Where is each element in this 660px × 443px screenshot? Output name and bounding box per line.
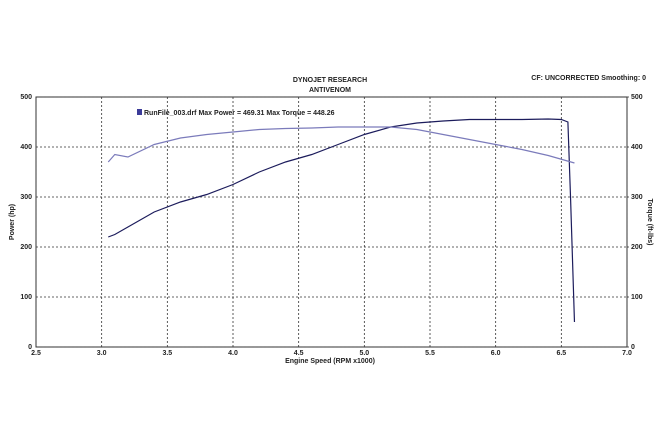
y2-axis-label: Torque (ft-lbs) — [646, 199, 653, 246]
series-line — [108, 118, 576, 323]
y2-tick-label: 0 — [631, 344, 635, 351]
chart-subtitle: ANTIVENOM — [309, 87, 351, 94]
legend-icon — [137, 109, 142, 115]
y-axis-label: Power (hp) — [9, 204, 16, 240]
x-tick-label: 3.5 — [162, 350, 172, 357]
y-tick-label: 500 — [20, 94, 32, 101]
x-tick-label: 7.0 — [622, 350, 632, 357]
y2-tick-label: 500 — [631, 94, 643, 101]
annotation: RunFile_003.drf Max Power = 469.31 Max T… — [144, 110, 335, 117]
x-tick-label: 2.5 — [31, 350, 41, 357]
y-tick-label: 200 — [20, 244, 32, 251]
y2-tick-label: 200 — [631, 244, 643, 251]
x-tick-label: 5.5 — [425, 350, 435, 357]
y2-tick-label: 300 — [631, 194, 643, 201]
y2-tick-label: 400 — [631, 144, 643, 151]
plot-frame — [35, 96, 628, 348]
y-tick-label: 300 — [20, 194, 32, 201]
y-tick-label: 100 — [20, 294, 32, 301]
y-tick-label: 400 — [20, 144, 32, 151]
header-note: CF: UNCORRECTED Smoothing: 0 — [531, 75, 646, 82]
y-tick-label: 0 — [28, 344, 32, 351]
x-axis-label: Engine Speed (RPM x1000) — [285, 358, 375, 365]
y2-tick-label: 100 — [631, 294, 643, 301]
x-tick-label: 4.5 — [294, 350, 304, 357]
x-tick-label: 6.0 — [491, 350, 501, 357]
x-tick-label: 6.5 — [556, 350, 566, 357]
series-line — [107, 126, 575, 164]
x-tick-label: 4.0 — [228, 350, 238, 357]
x-tick-label: 5.0 — [359, 350, 369, 357]
chart-title: DYNOJET RESEARCH — [293, 77, 367, 84]
x-tick-label: 3.0 — [97, 350, 107, 357]
